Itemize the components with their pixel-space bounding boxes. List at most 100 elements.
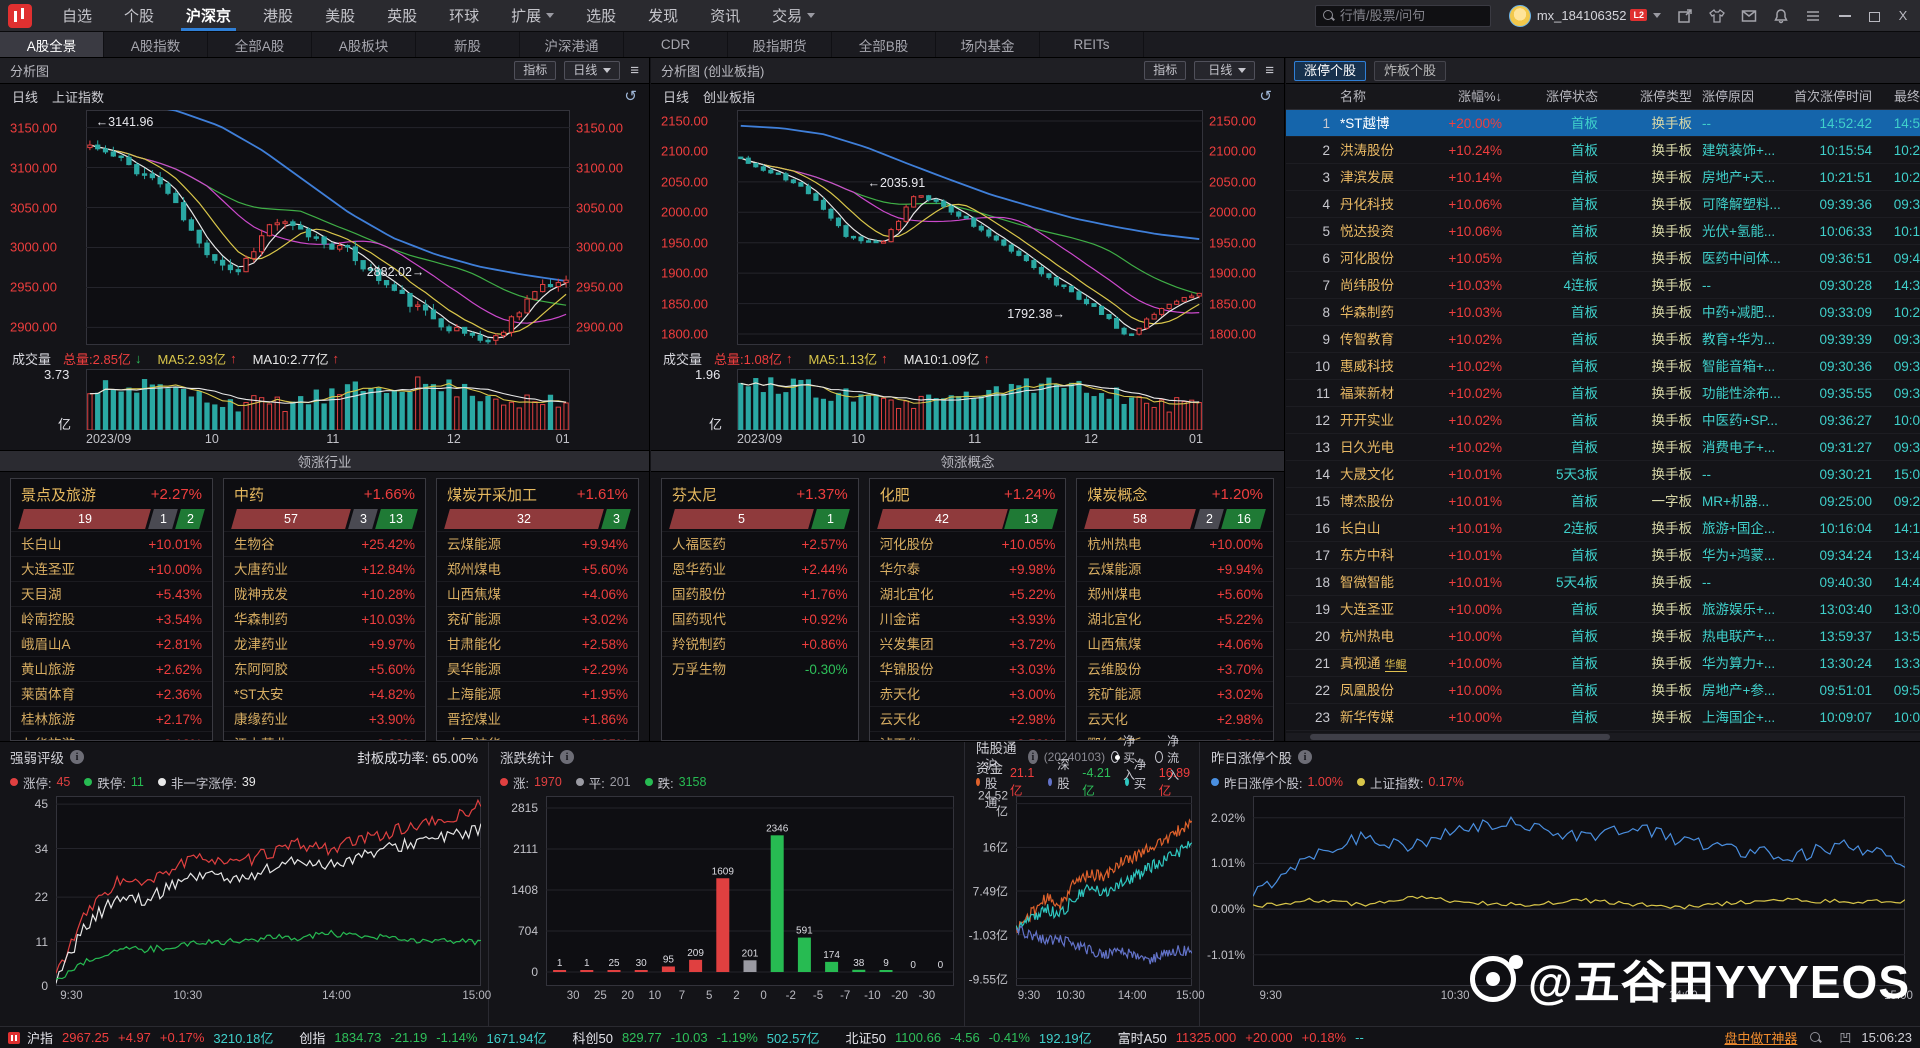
board-stock-row[interactable]: 云天化 +2.98% [869,706,1066,731]
board-stock-row[interactable]: 云维股份 +3.70% [1077,656,1274,681]
message-icon[interactable] [1741,8,1757,24]
table-row[interactable]: 20 杭州热电 +10.00% 首板 换手板 热电联产+... 13:59:37 13:5 [1286,623,1920,650]
board-stock-row[interactable]: 大连圣亚 +10.00% [11,556,212,581]
board-stock-row[interactable]: 东阿阿胶 +5.60% [224,656,425,681]
board-stock-row[interactable]: 兴发集团 +3.72% [869,631,1066,656]
panel-chart[interactable]: 1 1 25 30 95 209 1609 201 2346 591 174 38 9 0 0 [490,796,964,988]
table-row[interactable]: 22 凤凰股份 +10.00% 首板 换手板 房地产+参... 09:51:01 09:5 [1286,677,1920,704]
column-header[interactable]: 涨停原因 [1702,89,1755,104]
board-stock-row[interactable]: 龙津药业 +9.97% [224,631,425,656]
board-stock-row[interactable]: 江中药业 +3.88% [224,731,425,740]
menu-item-资讯[interactable]: 资讯 [705,0,745,31]
board-stock-row[interactable]: 国药股份 +1.76% [662,581,858,606]
menu-item-港股[interactable]: 港股 [258,0,298,31]
table-row[interactable]: 10 惠威科技 +10.02% 首板 换手板 智能音箱+... 09:30:36 09:3 [1286,353,1920,380]
period-dropdown[interactable]: 日线 [564,61,621,80]
menu-item-交易[interactable]: 交易 [767,0,820,31]
board-stock-row[interactable]: 湖北宜化 +5.22% [1077,606,1274,631]
board-stock-row[interactable]: 湖北宜化 +5.22% [869,581,1066,606]
column-header[interactable]: 涨幅%↓ [1457,89,1502,104]
index-沪指[interactable]: 沪指 2967.25 +4.97 +0.17% 3210.18亿 [8,1028,273,1047]
menu-item-个股[interactable]: 个股 [119,0,159,31]
table-row[interactable]: 6 河化股份 +10.05% 首板 换手板 医药中间体... 09:36:51 09:4 [1286,245,1920,272]
column-header[interactable] [1286,84,1334,109]
column-header[interactable]: 首次涨停时间 [1793,89,1872,104]
tab-场内基金[interactable]: 场内基金 [936,32,1040,57]
table-row[interactable]: 2 洪涛股份 +10.24% 首板 换手板 建筑装饰+... 10:15:54 10:2 [1286,137,1920,164]
board-stock-row[interactable]: 川金诺 +3.93% [869,606,1066,631]
board-stock-row[interactable]: 兖矿能源 +3.02% [1077,681,1274,706]
table-row[interactable]: 5 悦达投资 +10.06% 首板 换手板 光伏+氢能... 10:06:33 10:1 [1286,218,1920,245]
board-stock-row[interactable]: 康缘药业 +3.90% [224,706,425,731]
panel-menu-icon[interactable]: ≡ [630,62,639,79]
menu-item-沪深京[interactable]: 沪深京 [181,0,237,31]
board-stock-row[interactable]: 恩华药业 +2.44% [662,556,858,581]
table-row[interactable]: 4 丹化科技 +10.06% 首板 换手板 可降解塑料... 09:39:36 09:3 [1286,191,1920,218]
panel-menu-icon[interactable]: ≡ [1265,62,1274,79]
board-header[interactable]: 化肥 +1.24% [870,479,1066,509]
cnx-candle-chart[interactable]: 2150.00 2150.00 2100.00 2100.00 2050.00 2050.… [651,108,1284,347]
board-stock-row[interactable]: 华尔泰 +9.98% [869,556,1066,581]
search-icon[interactable] [1809,1031,1822,1044]
board-stock-row[interactable]: 桂林旅游 +2.17% [11,706,212,731]
column-header[interactable]: 涨停状态 [1545,89,1598,104]
board-stock-row[interactable]: 长白山 +10.01% [11,531,212,556]
board-stock-row[interactable]: 九华旅游 +2.13% [11,731,212,740]
search-input[interactable] [1339,8,1484,23]
table-row[interactable]: 23 新华传媒 +10.00% 首板 换手板 上海国企+... 10:09:07 10:0 [1286,704,1920,731]
board-stock-row[interactable]: 郑州煤电 +5.60% [1077,581,1274,606]
board-stock-row[interactable]: 华锦股份 +3.03% [869,656,1066,681]
tab-CDR[interactable]: CDR [624,32,728,57]
index-北证50[interactable]: 北证50 1100.66 -4.56 -0.41% 192.19亿 [846,1028,1092,1047]
board-stock-row[interactable]: 莱茵体育 +2.36% [11,681,212,706]
search-box[interactable] [1314,4,1491,27]
board-header[interactable]: 中药 +1.66% [224,479,425,509]
horizontal-scrollbar[interactable] [1286,733,1920,741]
table-row[interactable]: 21 真视通 华鲲 +10.00% 首板 换手板 华为算力+... 13:30:24 13:3 [1286,650,1920,677]
reset-zoom-icon[interactable]: ↺ [624,88,637,105]
table-row[interactable]: 3 津滨发展 +10.14% 首板 换手板 房地产+天... 10:21:51 10:2 [1286,164,1920,191]
table-row[interactable]: 16 长白山 +10.01% 2连板 换手板 旅游+国企... 10:16:04 14:1 [1286,515,1920,542]
table-row[interactable]: 19 大连圣亚 +10.00% 首板 换手板 旅游娱乐+... 13:03:40 13:0 [1286,596,1920,623]
menu-item-自选[interactable]: 自选 [57,0,97,31]
table-row[interactable]: 17 东方中科 +10.01% 首板 换手板 华为+鸿蒙... 09:34:24 13:4 [1286,542,1920,569]
skin-icon[interactable] [1709,8,1725,24]
table-row[interactable]: 9 传智教育 +10.02% 首板 换手板 教育+华为... 09:39:39 09:3 [1286,326,1920,353]
radio-净流入[interactable]: 净流入 [1155,732,1189,783]
tab-全部A股[interactable]: 全部A股 [208,32,312,57]
tab-新股[interactable]: 新股 [416,32,520,57]
tab-沪深港通[interactable]: 沪深港通 [520,32,624,57]
reset-zoom-icon[interactable]: ↺ [1259,88,1272,105]
board-stock-row[interactable]: 鄂尔多斯 +2.83% [1077,731,1274,740]
table-row[interactable]: 7 尚纬股份 +10.03% 4连板 换手板 -- 09:30:28 14:3 [1286,272,1920,299]
board-stock-row[interactable]: 生物谷 +25.42% [224,531,425,556]
tab-全部B股[interactable]: 全部B股 [832,32,936,57]
board-header[interactable]: 煤炭开采加工 +1.61% [437,479,638,509]
board-header[interactable]: 景点及旅游 +2.27% [11,479,212,509]
board-stock-row[interactable]: 华森制药 +10.03% [224,606,425,631]
table-row[interactable]: 13 日久光电 +10.02% 首板 换手板 消费电子+... 09:31:27 09:3 [1286,434,1920,461]
info-icon[interactable]: i [70,750,84,764]
table-row[interactable]: 1 *ST越博 +20.00% 首板 换手板 -- 14:52:42 14:5 [1286,110,1920,137]
tab-REITs[interactable]: REITs [1040,32,1144,57]
board-stock-row[interactable]: 中国神华 +1.85% [437,731,638,740]
board-stock-row[interactable]: 岭南控股 +3.54% [11,606,212,631]
column-header[interactable]: 涨停类型 [1639,89,1692,104]
cnx-volume-chart[interactable]: 1.96 亿 [651,367,1284,432]
board-stock-row[interactable]: 大唐药业 +12.84% [224,556,425,581]
avatar[interactable] [1508,4,1531,27]
menu-item-选股[interactable]: 选股 [581,0,621,31]
info-icon[interactable]: i [1028,750,1038,764]
board-stock-row[interactable]: 昊华能源 +2.29% [437,656,638,681]
board-stock-row[interactable]: 国药现代 +0.92% [662,606,858,631]
table-row[interactable]: 12 开开实业 +10.02% 首板 换手板 中医药+SP... 09:36:27 10:0 [1286,407,1920,434]
popout-icon[interactable] [1677,8,1693,24]
minimize-button[interactable] [1839,14,1851,17]
sse-volume-chart[interactable]: 3.73 亿 [0,367,649,432]
board-stock-row[interactable]: 万孚生物 -0.30% [662,656,858,681]
menu-item-环球[interactable]: 环球 [444,0,484,31]
board-stock-row[interactable]: 甘肃能化 +2.58% [437,631,638,656]
menu-item-发现[interactable]: 发现 [643,0,683,31]
index-创指[interactable]: 创指 1834.73 -21.19 -1.14% 1671.94亿 [299,1028,546,1047]
table-row[interactable]: 18 智微智能 +10.01% 5天4板 换手板 -- 09:40:30 14:4 [1286,569,1920,596]
